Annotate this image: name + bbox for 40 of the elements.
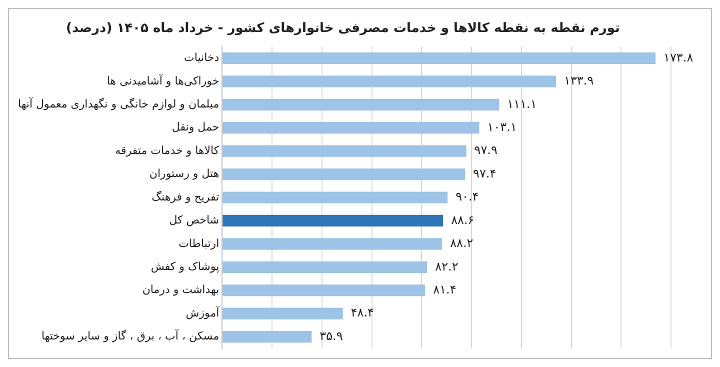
data-label: ۹۰.۴ [456,190,479,204]
y-tick-label: کالاها و خدمات متفرقه [115,144,220,157]
data-label: ۸۲.۲ [435,259,458,274]
bar [222,145,466,157]
data-label: ۱۳۳.۹ [564,74,594,88]
bar [222,284,426,296]
bar [222,192,448,204]
y-tick-label: شاخص کل [169,214,220,227]
y-tick-label: مسکن ، آب ، برق ، گاز و سایر سوختها [41,328,220,343]
bar [222,122,480,134]
y-tick-label: هتل و رستوران [149,167,220,180]
bar [222,52,656,64]
bar [222,330,312,343]
data-label: ۸۸.۶ [451,212,474,227]
y-tick-label: آموزش [186,305,220,320]
data-label: ۳۵.۹ [320,328,343,343]
bar [222,308,343,320]
y-tick-label: خوراکی‌ها و آشامیدنی ها [106,73,220,88]
bar [222,214,444,227]
y-tick-label: مبلمان و لوازم خانگی و نگهداری معمول آنها [18,96,220,110]
data-label: ۸۱.۴ [433,282,456,296]
data-label: ۱۱۱.۱ [507,96,537,111]
y-tick-label: پوشاک و کفش [150,260,220,274]
y-tick-label: بهداشت و درمان [142,283,220,296]
data-label: ۸۸.۲ [450,236,474,250]
bar [222,238,442,250]
y-tick-label: ارتباطات [178,236,220,250]
data-label: ۴۸.۴ [350,306,374,320]
data-label: ۱۰۳.۱ [487,120,517,134]
data-label: ۱۷۳.۸ [664,50,694,64]
data-label: ۹۷.۴ [473,166,496,180]
y-tick-label: دخانیات [184,51,220,64]
bar [222,98,500,110]
y-tick-label: تفریح و فرهنگ [152,190,220,204]
y-tick-label: حمل ونقل [172,120,220,134]
data-label: ۹۷.۹ [474,143,498,158]
bar [222,261,428,273]
bar [222,76,556,88]
chart-title: تورم نقطه به نقطه کالاها و خدمات مصرفی خانوارهای کشور - خرداد ماه ۱۴۰۵ (درصد) [66,21,620,36]
bar [222,168,466,180]
